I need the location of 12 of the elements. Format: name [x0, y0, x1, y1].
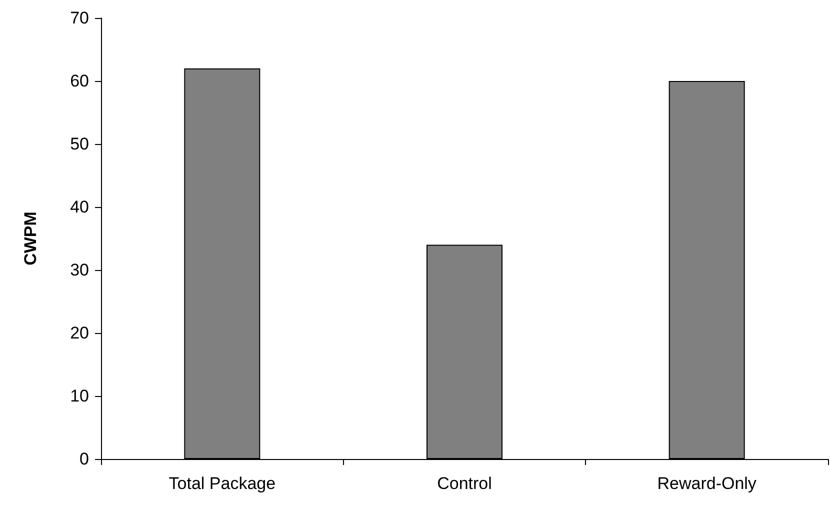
y-tick-label: 0	[80, 450, 89, 468]
x-tick-label: Total Package	[168, 474, 276, 493]
y-axis-title: CWPM	[21, 212, 40, 266]
y-tick-label: 60	[70, 72, 89, 90]
y-tick-label: 20	[70, 324, 89, 342]
y-tick-label: 50	[70, 134, 89, 154]
y-tick-label: 40	[70, 198, 89, 216]
y-tick-label: 70	[70, 8, 89, 28]
x-tick-label: Reward-Only	[657, 474, 757, 493]
y-tick-label: 10	[70, 386, 89, 406]
y-tick-label: 30	[70, 260, 89, 280]
x-tick-label: Control	[437, 474, 492, 493]
